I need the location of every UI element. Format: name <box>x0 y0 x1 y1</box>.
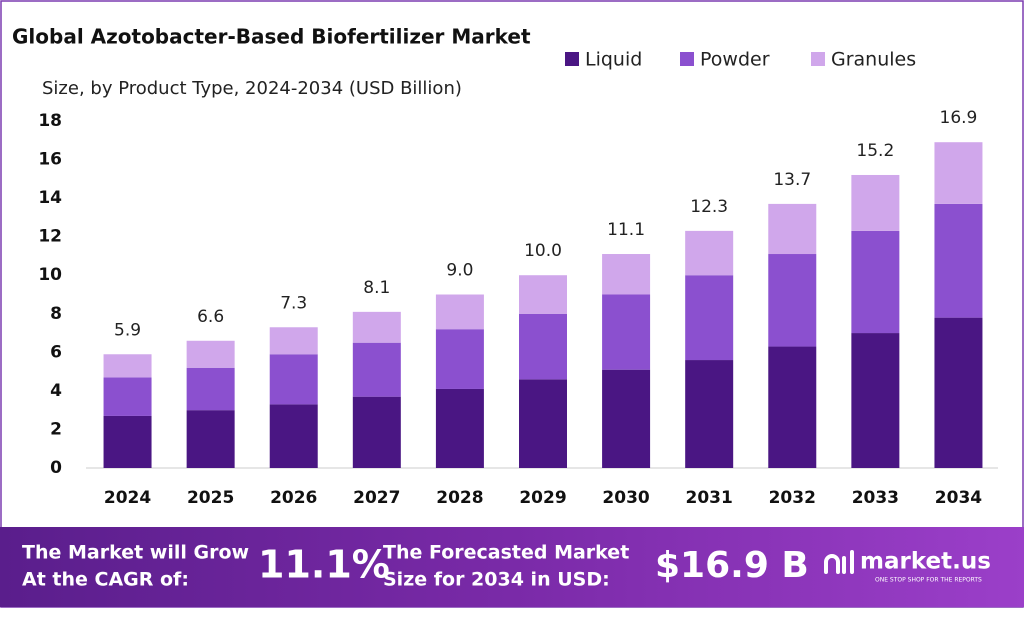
total-label: 7.3 <box>280 293 307 313</box>
x-tick-label: 2034 <box>935 488 982 508</box>
bar-segment <box>934 203 983 318</box>
y-tick-label: 0 <box>50 458 62 478</box>
x-tick-label: 2030 <box>602 488 649 508</box>
bar-segment <box>768 254 817 347</box>
bar-segment <box>851 333 900 468</box>
bar-segment <box>602 254 651 295</box>
y-tick-label: 14 <box>38 188 62 208</box>
x-tick-label: 2024 <box>104 488 151 508</box>
bar-segment <box>519 275 567 314</box>
bar-segment <box>685 230 734 276</box>
x-tick-label: 2031 <box>686 488 733 508</box>
bar-segment <box>186 367 235 411</box>
total-label: 8.1 <box>363 278 390 298</box>
y-tick-label: 4 <box>50 381 62 401</box>
brand-logo <box>824 550 854 574</box>
bar-segment <box>352 396 401 468</box>
bar-segment <box>851 174 900 231</box>
bar-segment <box>103 415 152 468</box>
bar-segment <box>186 410 235 468</box>
x-tick-label: 2025 <box>187 488 234 508</box>
bar-segment <box>602 294 651 370</box>
chart-title: Global Azotobacter-Based Biofertilizer M… <box>12 25 531 49</box>
footer-value: 11.1% <box>258 543 390 587</box>
y-tick-label: 6 <box>50 342 62 362</box>
total-label: 11.1 <box>607 220 645 240</box>
bar-segment <box>435 294 484 330</box>
bar-segment <box>685 275 734 361</box>
bar-segment <box>269 327 318 355</box>
footer-text: The Forecasted Market <box>383 542 629 564</box>
total-label: 9.0 <box>446 261 473 281</box>
bar-segment <box>435 329 484 389</box>
bar-segment <box>768 203 817 255</box>
total-label: 16.9 <box>940 108 978 128</box>
bar-segment <box>851 230 900 334</box>
bar-segment <box>934 142 983 204</box>
chart-subtitle: Size, by Product Type, 2024-2034 (USD Bi… <box>42 78 462 99</box>
x-tick-label: 2027 <box>353 488 400 508</box>
legend-swatch <box>811 52 825 66</box>
bar-segment <box>519 379 567 468</box>
total-label: 6.6 <box>197 307 224 327</box>
x-tick-label: 2033 <box>852 488 899 508</box>
footer-text: Size for 2034 in USD: <box>383 569 610 591</box>
bar-segment <box>186 340 235 368</box>
x-tick-label: 2029 <box>519 488 566 508</box>
legend-label: Granules <box>831 49 916 71</box>
y-tick-label: 2 <box>50 419 62 439</box>
y-tick-label: 18 <box>38 111 62 131</box>
y-tick-label: 8 <box>50 304 62 324</box>
bar-segment <box>103 354 152 378</box>
tagline: ONE STOP SHOP FOR THE REPORTS <box>875 577 982 584</box>
total-label: 13.7 <box>773 170 811 190</box>
bar-segment <box>269 354 318 405</box>
legend-label: Powder <box>700 49 770 71</box>
legend-label: Liquid <box>585 49 642 71</box>
bar-segment <box>435 388 484 468</box>
bar-segment <box>352 311 401 343</box>
total-label: 15.2 <box>856 141 894 161</box>
x-tick-label: 2032 <box>769 488 816 508</box>
x-tick-label: 2028 <box>436 488 483 508</box>
x-tick-label: 2026 <box>270 488 317 508</box>
total-label: 5.9 <box>114 320 141 340</box>
footer-value: $16.9 B <box>655 545 809 586</box>
legend-swatch <box>680 52 694 66</box>
bar-segment <box>934 317 983 468</box>
bar-segment <box>768 346 817 468</box>
y-tick-label: 12 <box>38 227 62 247</box>
footer-text: At the CAGR of: <box>22 569 189 591</box>
bar-segment <box>519 313 567 380</box>
legend-swatch <box>565 52 579 66</box>
total-label: 12.3 <box>690 197 728 217</box>
y-tick-label: 10 <box>38 265 62 285</box>
bar-segment <box>103 377 152 416</box>
total-label: 10.0 <box>524 241 562 261</box>
brand: market.us <box>860 549 991 575</box>
bar-segment <box>269 404 318 468</box>
y-tick-label: 16 <box>38 150 62 170</box>
footer-text: The Market will Grow <box>22 542 249 564</box>
bar-segment <box>352 342 401 397</box>
bar-segment <box>685 360 734 468</box>
bar-segment <box>602 369 651 468</box>
